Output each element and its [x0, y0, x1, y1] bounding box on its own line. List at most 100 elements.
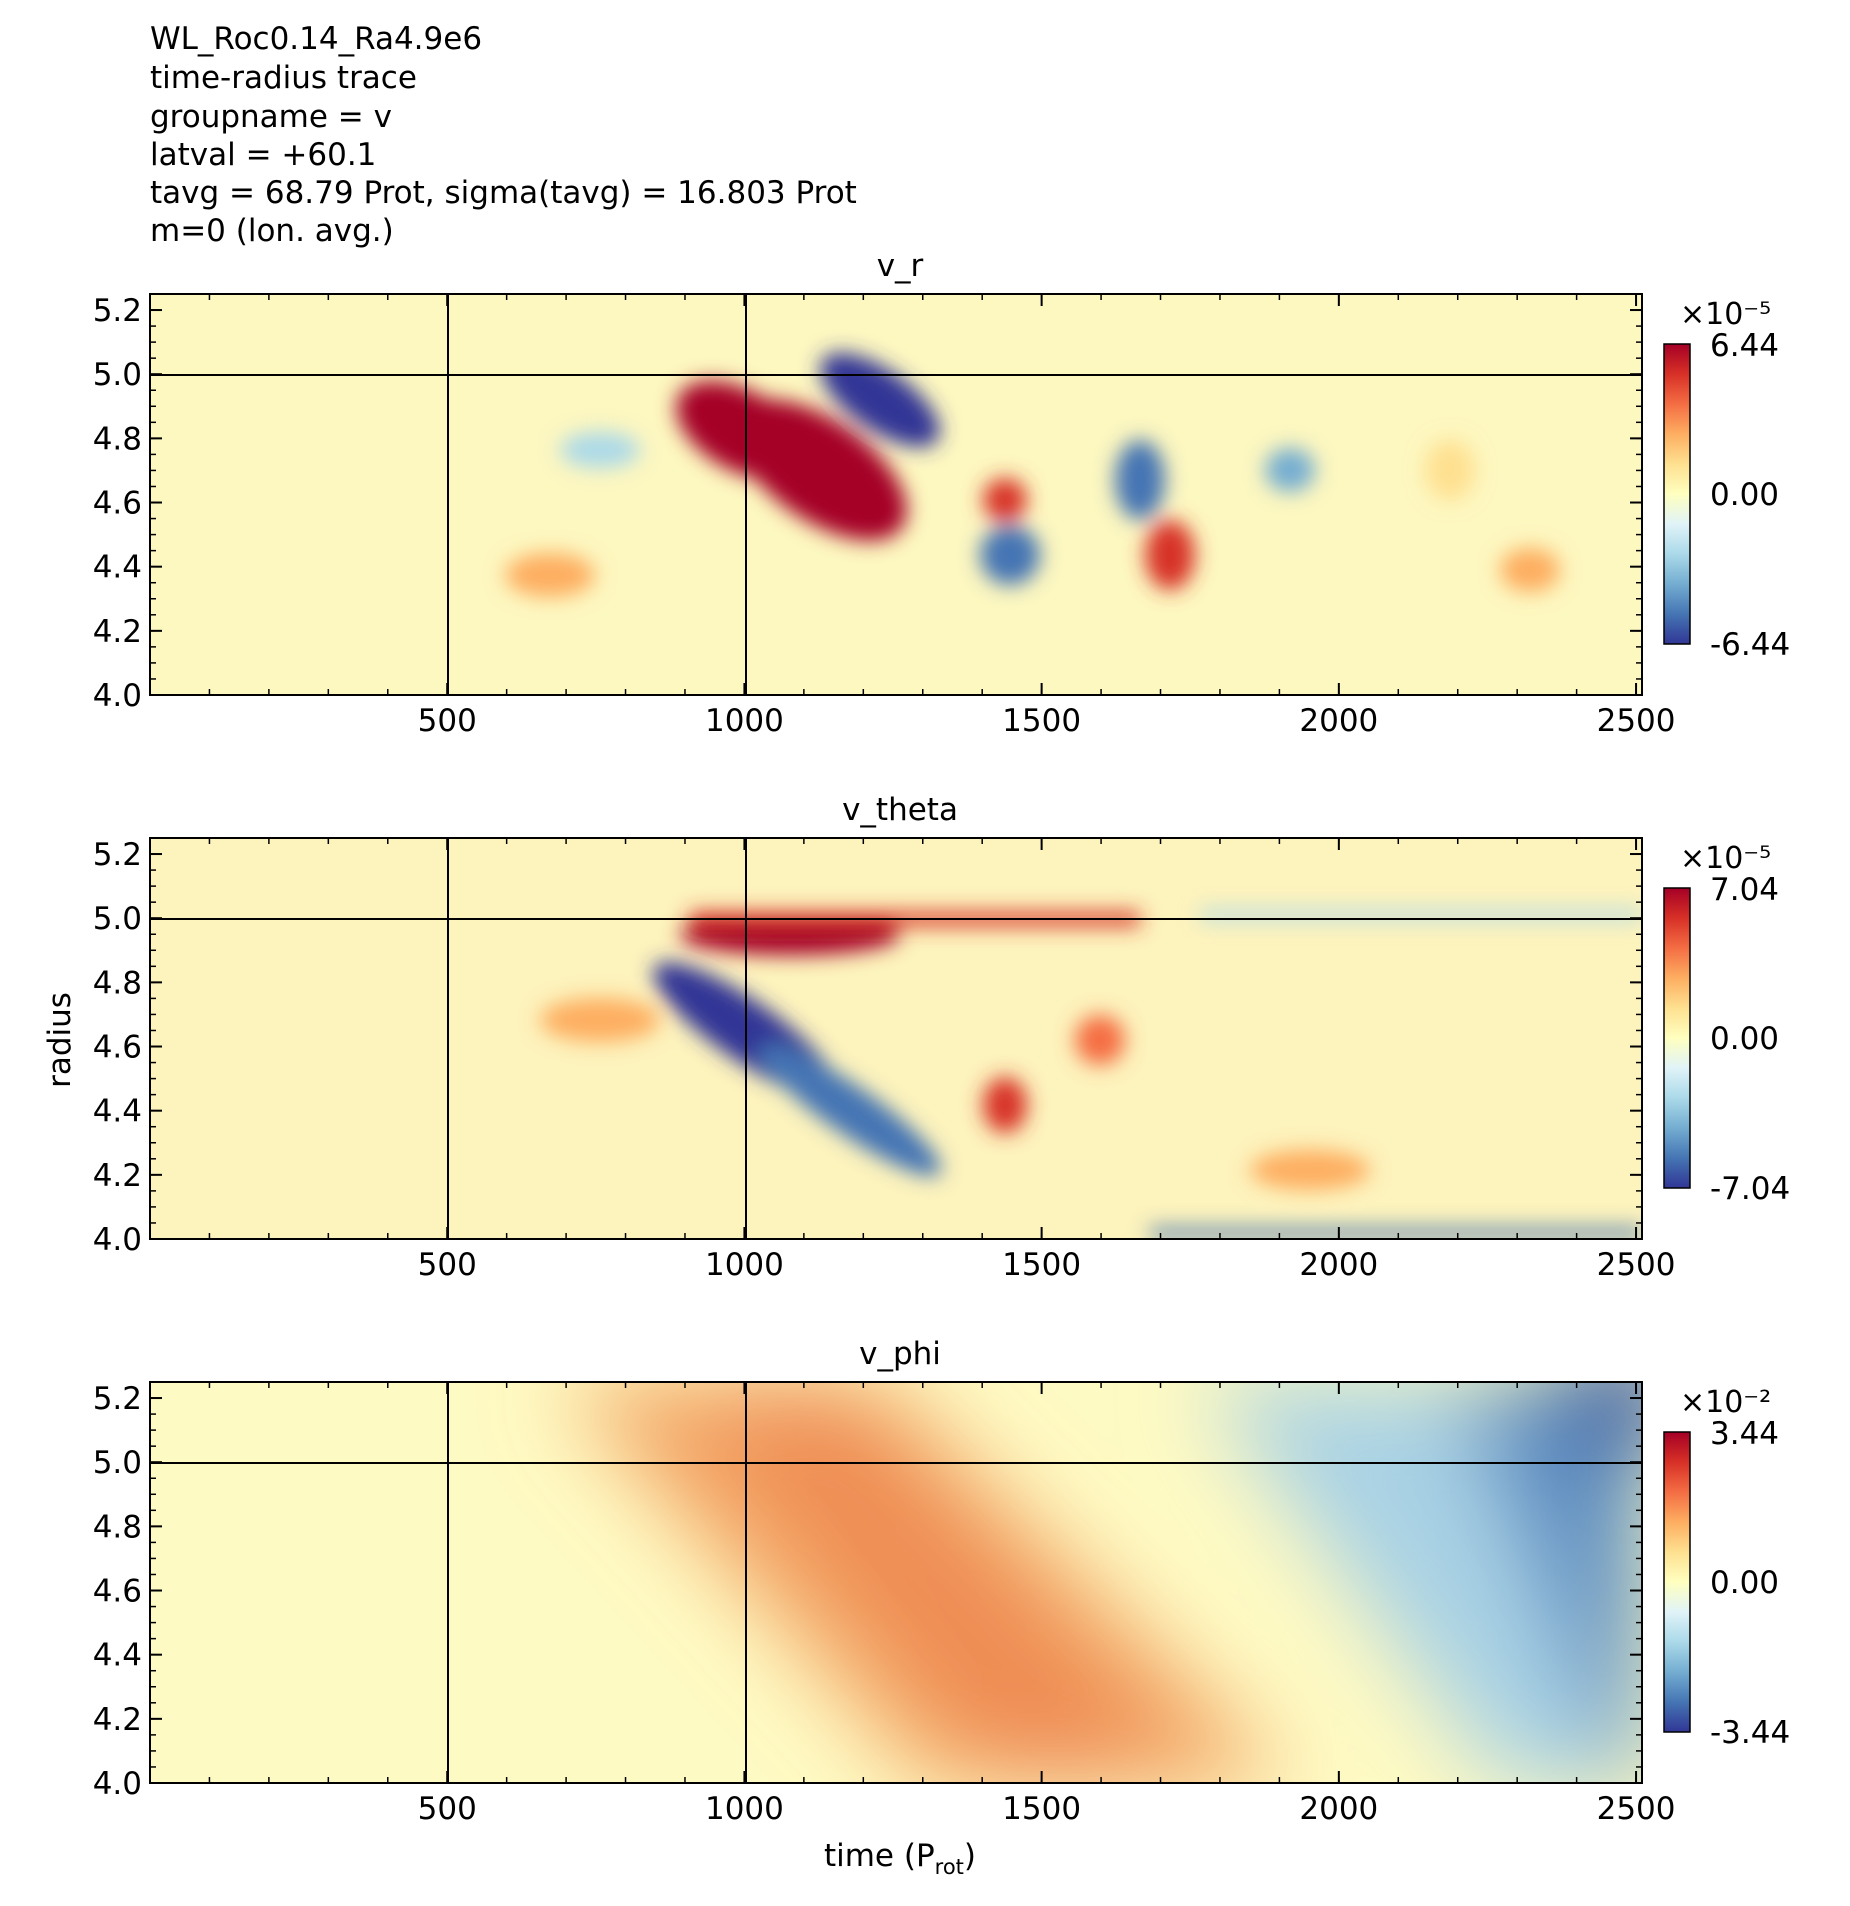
heatmap-feature: [676, 380, 804, 480]
y-tick-label: 4.2: [93, 1702, 142, 1738]
heatmap-feature: [1115, 440, 1165, 520]
heatmap-background: [150, 838, 1642, 1239]
heatmap-feature: [1200, 910, 1642, 920]
x-tick-label: 1500: [1002, 1247, 1081, 1283]
y-tick-label: 4.2: [93, 1158, 142, 1194]
y-tick-labels: 4.0 4.2 4.4 4.6 4.8 5.0 5.2: [93, 837, 142, 1258]
heatmap-field: [150, 1382, 1642, 1783]
heatmap-features: [560, 1382, 1642, 1783]
x-tick-label: 2000: [1299, 1791, 1378, 1827]
y-tick-label: 5.0: [93, 1445, 142, 1481]
x-tick-label: 1000: [705, 1247, 784, 1283]
x-tick-label: 1500: [1002, 703, 1081, 739]
heatmap-feature: [1150, 1228, 1642, 1238]
header-line-tavg: tavg = 68.79 Prot, sigma(tavg) = 16.803 …: [150, 175, 857, 211]
y-tick-label: 4.6: [93, 486, 142, 522]
heatmap-feature: [560, 432, 640, 468]
x-tick-labels: 500 1000 1500 2000 2500: [418, 703, 1676, 739]
x-tick-label: 500: [418, 1791, 477, 1827]
panel-v-phi: v_phi 500 1000 1500 2000 2500 4.04.24.44.64.…: [93, 1336, 1791, 1827]
header-line-groupname: groupname = v: [150, 99, 392, 135]
y-tick-label: 5.2: [93, 837, 142, 873]
header-line-m-value: m=0 (lon. avg.): [150, 213, 394, 249]
colorbar-max-label: 7.04: [1710, 872, 1779, 908]
heatmap-feature: [1145, 520, 1195, 590]
colorbar: [1663, 1431, 1691, 1733]
heatmap-field: [150, 294, 1642, 695]
heatmap-feature: [1075, 1015, 1125, 1065]
axis-ticks: [150, 1381, 1642, 1784]
colorbar-min-label: -7.04: [1710, 1171, 1790, 1207]
x-tick-label: 500: [418, 1247, 477, 1283]
x-tick-label: 2000: [1299, 1247, 1378, 1283]
colorbar-min-label: -3.44: [1710, 1715, 1790, 1751]
x-tick-label: 2000: [1299, 703, 1378, 739]
x-tick-label: 1500: [1002, 1791, 1081, 1827]
heatmap-feature: [758, 1043, 942, 1177]
axes-frame: [149, 293, 1643, 696]
colorbar-mid-label: 0.00: [1710, 477, 1779, 513]
y-tick-label: 4.4: [93, 1094, 142, 1130]
colorbar: [1663, 343, 1691, 645]
colorbar-min-label: -6.44: [1710, 627, 1790, 663]
heatmap-feature: [1560, 1382, 1642, 1460]
y-tick-label: 4.4: [93, 1638, 142, 1674]
colorbar-mid-label: 0.00: [1710, 1565, 1779, 1601]
heatmap-feature: [820, 352, 940, 448]
y-tick-label: 5.2: [93, 293, 142, 329]
y-tick-labels: 4.0 4.2 4.4 4.6 4.8 5.0 5.2: [93, 1381, 142, 1802]
heatmap-feature: [980, 525, 1040, 585]
axis-ticks: [150, 293, 1642, 696]
heatmap-feature: [983, 1077, 1027, 1133]
x-tick-labels: 500 1000 1500 2000 2500: [418, 1791, 1676, 1827]
x-axis-label-subscript: rot: [935, 1855, 964, 1879]
colorbar-exponent: ×10⁻⁵: [1680, 297, 1771, 332]
heatmap-feature: [540, 998, 660, 1042]
heatmap-feature: [1500, 548, 1560, 592]
y-tick-label: 4.8: [93, 421, 142, 457]
panel-title: v_phi: [859, 1336, 941, 1372]
heatmap-feature: [1265, 448, 1315, 492]
header-line-latval: latval = +60.1: [150, 137, 376, 173]
x-tick-label: 500: [418, 703, 477, 739]
x-tick-labels: 500 1000 1500 2000 2500: [418, 1247, 1676, 1283]
y-tick-label: 4.8: [93, 965, 142, 1001]
heatmap-feature: [1425, 440, 1475, 500]
y-tick-label: 5.0: [93, 357, 142, 393]
colorbar-max-label: 6.44: [1710, 328, 1779, 364]
y-tick-label: 4.2: [93, 614, 142, 650]
y-tick-label: 4.0: [93, 1766, 142, 1802]
x-axis-label-close: ): [964, 1838, 976, 1874]
colorbar: [1663, 887, 1691, 1189]
x-axis-label-main: time (P: [824, 1838, 935, 1874]
panel-title: v_theta: [842, 792, 958, 828]
heatmap-field: [150, 838, 1642, 1239]
axis-ticks: [150, 837, 1642, 1240]
y-tick-label: 4.0: [93, 678, 142, 714]
x-axis-label: time (Prot): [824, 1838, 976, 1879]
y-tick-labels: 4.0 4.2 4.4 4.6 4.8 5.0 5.2: [93, 293, 142, 714]
colorbar-mid-label: 0.00: [1710, 1021, 1779, 1057]
heatmap-feature: [1250, 1150, 1370, 1190]
x-tick-label: 1000: [705, 703, 784, 739]
axes-frame: [149, 1381, 1643, 1784]
y-tick-label: 4.6: [93, 1574, 142, 1610]
x-tick-label: 2500: [1597, 1791, 1676, 1827]
heatmap-feature: [983, 478, 1027, 522]
header-line-run-name: WL_Roc0.14_Ra4.9e6: [150, 21, 482, 57]
panel-v-r: v_r 500 1000 1500 2000 2500 4.04: [93, 248, 1791, 739]
y-tick-label: 4.4: [93, 550, 142, 586]
y-axis-label: radius: [42, 992, 78, 1088]
x-tick-label: 2500: [1597, 703, 1676, 739]
colorbar-exponent: ×10⁻⁵: [1680, 841, 1771, 876]
y-tick-label: 4.8: [93, 1509, 142, 1545]
colorbar-max-label: 3.44: [1710, 1416, 1779, 1452]
colorbar-exponent: ×10⁻²: [1680, 1385, 1771, 1420]
x-tick-label: 2500: [1597, 1247, 1676, 1283]
panel-title: v_r: [877, 248, 924, 284]
panel-v-theta: v_theta 500 1000 1500 2000 2500 4.0 4.2 4.4 4.6…: [93, 792, 1791, 1283]
axes-frame: [149, 837, 1643, 1240]
figure-header: WL_Roc0.14_Ra4.9e6 time-radius trace gro…: [150, 21, 857, 249]
heatmap-feature: [505, 553, 595, 597]
